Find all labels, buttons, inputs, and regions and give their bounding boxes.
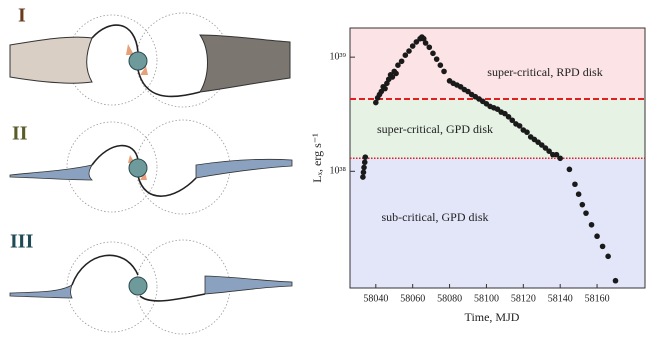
- data-point: [406, 48, 412, 54]
- data-point: [579, 201, 586, 208]
- panel-label: II: [12, 123, 28, 145]
- data-point: [402, 52, 409, 58]
- data-point: [524, 129, 530, 136]
- data-point: [566, 166, 573, 173]
- data-point: [437, 62, 444, 68]
- data-point: [398, 58, 405, 65]
- data-point: [360, 169, 367, 176]
- data-point: [430, 50, 436, 57]
- stream: [91, 144, 197, 197]
- x-axis-label: Time, MJD: [465, 310, 520, 324]
- disk: [204, 275, 293, 295]
- region-label: sub-critical, GPD disk: [382, 210, 489, 224]
- data-point: [612, 277, 619, 284]
- region: [350, 28, 645, 99]
- x-tick-label: 58160: [585, 293, 610, 304]
- data-point: [433, 56, 440, 62]
- data-point: [389, 74, 396, 80]
- data-point: [542, 145, 549, 151]
- data-point: [409, 43, 416, 49]
- x-tick-label: 58060: [400, 293, 425, 304]
- data-point: [413, 39, 420, 45]
- data-point: [422, 40, 429, 46]
- data-point: [420, 35, 427, 42]
- disk: [9, 164, 93, 181]
- data-point: [588, 221, 595, 228]
- data-point: [594, 233, 600, 240]
- data-point: [599, 243, 606, 250]
- x-tick-label: 58080: [437, 293, 462, 304]
- y-tick-label: 10³⁸: [330, 166, 347, 177]
- region-label: super-critical, GPD disk: [377, 122, 493, 136]
- panel-label: III: [10, 231, 34, 253]
- neutron-star: [128, 51, 148, 71]
- data-point: [516, 123, 523, 129]
- data-point: [465, 88, 471, 95]
- x-tick-label: 58120: [511, 293, 536, 304]
- data-point: [553, 151, 560, 158]
- data-point: [426, 44, 433, 51]
- region: [350, 158, 645, 288]
- data-point: [505, 114, 512, 120]
- stream: [91, 24, 201, 98]
- diagram: I II III: [9, 5, 293, 335]
- data-point: [361, 164, 367, 171]
- data-point: [575, 191, 582, 198]
- disk: [9, 284, 73, 299]
- data-point: [546, 148, 552, 154]
- panel-label: I: [18, 5, 26, 27]
- data-point: [382, 85, 388, 92]
- data-point: [373, 99, 379, 106]
- data-point: [441, 68, 447, 75]
- neutron-star: [128, 276, 148, 296]
- lobe: [66, 121, 158, 213]
- x-tick-label: 58140: [548, 293, 573, 304]
- data-point: [583, 210, 589, 216]
- data-point: [605, 253, 611, 260]
- neutron-star: [128, 158, 148, 178]
- data-point: [509, 117, 516, 124]
- data-point: [395, 62, 401, 68]
- disk: [199, 34, 291, 93]
- data-point: [572, 181, 578, 188]
- stream: [71, 254, 206, 302]
- region-label: super-critical, RPD disk: [487, 65, 602, 79]
- x-tick-label: 58100: [474, 293, 499, 304]
- data-point: [557, 155, 563, 162]
- disk: [195, 158, 293, 179]
- data-point: [362, 154, 369, 160]
- data-point: [502, 110, 508, 117]
- data-point: [361, 159, 368, 166]
- data-point: [360, 174, 366, 180]
- column: [126, 44, 148, 75]
- data-point: [393, 70, 399, 77]
- y-axis-label: Lₓ, erg s⁻¹: [310, 133, 324, 183]
- disk: [9, 36, 93, 84]
- x-tick-label: 58040: [363, 293, 388, 304]
- y-tick-label: 10³⁹: [330, 51, 347, 62]
